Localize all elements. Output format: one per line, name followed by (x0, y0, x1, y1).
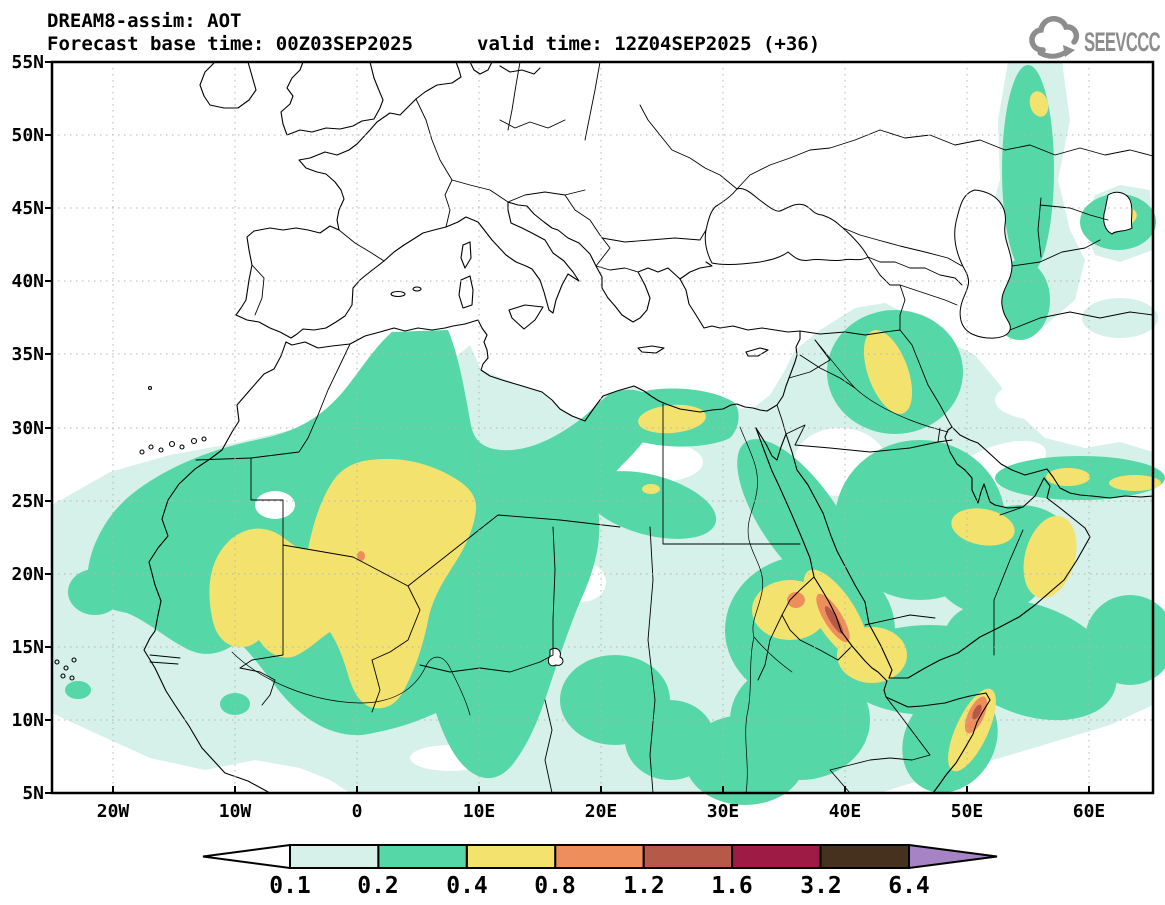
colorbar-label: 1.2 (623, 873, 665, 899)
y-tick-label: 30N (11, 418, 44, 439)
valid-time: valid time: 12Z04SEP2025 (+36) (477, 33, 820, 55)
colorbar-label: 3.2 (800, 873, 842, 899)
x-tick-label: 20E (585, 801, 618, 822)
y-tick-label: 5N (22, 783, 44, 804)
black-sea (704, 187, 869, 266)
colorbar-label: 0.1 (269, 873, 311, 899)
colorbar-labels: 0.1 0.2 0.4 0.8 1.2 1.6 3.2 6.4 (269, 873, 930, 899)
x-tick-label: 30E (707, 801, 740, 822)
y-tick-label: 15N (11, 637, 44, 658)
cloud-swoosh-icon (1037, 49, 1069, 59)
x-axis-labels: 20W 10W 0 10E 20E 30E 40E 50E 60E (97, 801, 1106, 822)
y-tick-label: 10N (11, 710, 44, 731)
colorbar-label: 0.8 (534, 873, 576, 899)
x-tick-label: 50E (951, 801, 984, 822)
niger-river (231, 651, 471, 716)
seevccc-logo: SEEVCCC (1029, 16, 1161, 59)
colorbar: 0.1 0.2 0.4 0.8 1.2 1.6 3.2 6.4 (202, 843, 998, 899)
lake-chad (547, 647, 564, 667)
x-tick-label: 40E (829, 801, 862, 822)
y-axis-labels: 55N 50N 45N 40N 35N 30N 25N 20N 15N 10N … (11, 52, 44, 804)
euphrates-river (814, 339, 949, 433)
colorbar-label: 0.2 (357, 873, 399, 899)
colorbar-segment (731, 844, 822, 869)
colorbar-segment (465, 844, 557, 869)
colorbar-segment (377, 844, 468, 869)
colorbar-segment (819, 844, 910, 869)
y-tick-label: 55N (11, 52, 44, 73)
x-tick-label: 10W (219, 801, 252, 822)
forecast-base-time: Forecast base time: 00Z03SEP2025 (47, 33, 413, 55)
x-tick-label: 20W (97, 801, 130, 822)
logo-text: SEEVCCC (1084, 27, 1160, 57)
aral-sea (1103, 191, 1133, 235)
colorbar-under-arrow (202, 843, 291, 870)
cape-verde-islands (54, 657, 77, 681)
y-tick-label: 40N (11, 271, 44, 292)
y-tick-label: 45N (11, 198, 44, 219)
rivers (231, 339, 949, 794)
y-tick-label: 50N (11, 125, 44, 146)
colorbar-label: 6.4 (888, 873, 930, 899)
colorbar-segment (642, 844, 734, 869)
canary-islands (139, 385, 207, 455)
y-tick-label: 20N (11, 564, 44, 585)
colorbar-segment (554, 844, 645, 869)
colorbar-label: 0.4 (446, 873, 488, 899)
lakes (547, 187, 1133, 667)
x-tick-label: 60E (1073, 801, 1106, 822)
caspian-sea (954, 189, 1013, 339)
colorbar-segment (289, 844, 380, 869)
axis-ticks (45, 61, 1090, 794)
nile-river (739, 426, 793, 794)
colorbar-over-arrow (908, 843, 998, 870)
colorbar-label: 1.6 (711, 873, 753, 899)
cloud-arrowhead-icon (1063, 45, 1075, 57)
page-title: DREAM8-assim: AOT (47, 10, 241, 32)
x-tick-label: 10E (463, 801, 496, 822)
cloud-icon (1029, 16, 1080, 53)
contour-fill-level-0p4 (209, 91, 1161, 772)
y-tick-label: 35N (11, 344, 44, 365)
x-tick-label: 0 (352, 801, 363, 822)
y-tick-label: 25N (11, 491, 44, 512)
contour-fill-level-1p2 (824, 606, 982, 720)
